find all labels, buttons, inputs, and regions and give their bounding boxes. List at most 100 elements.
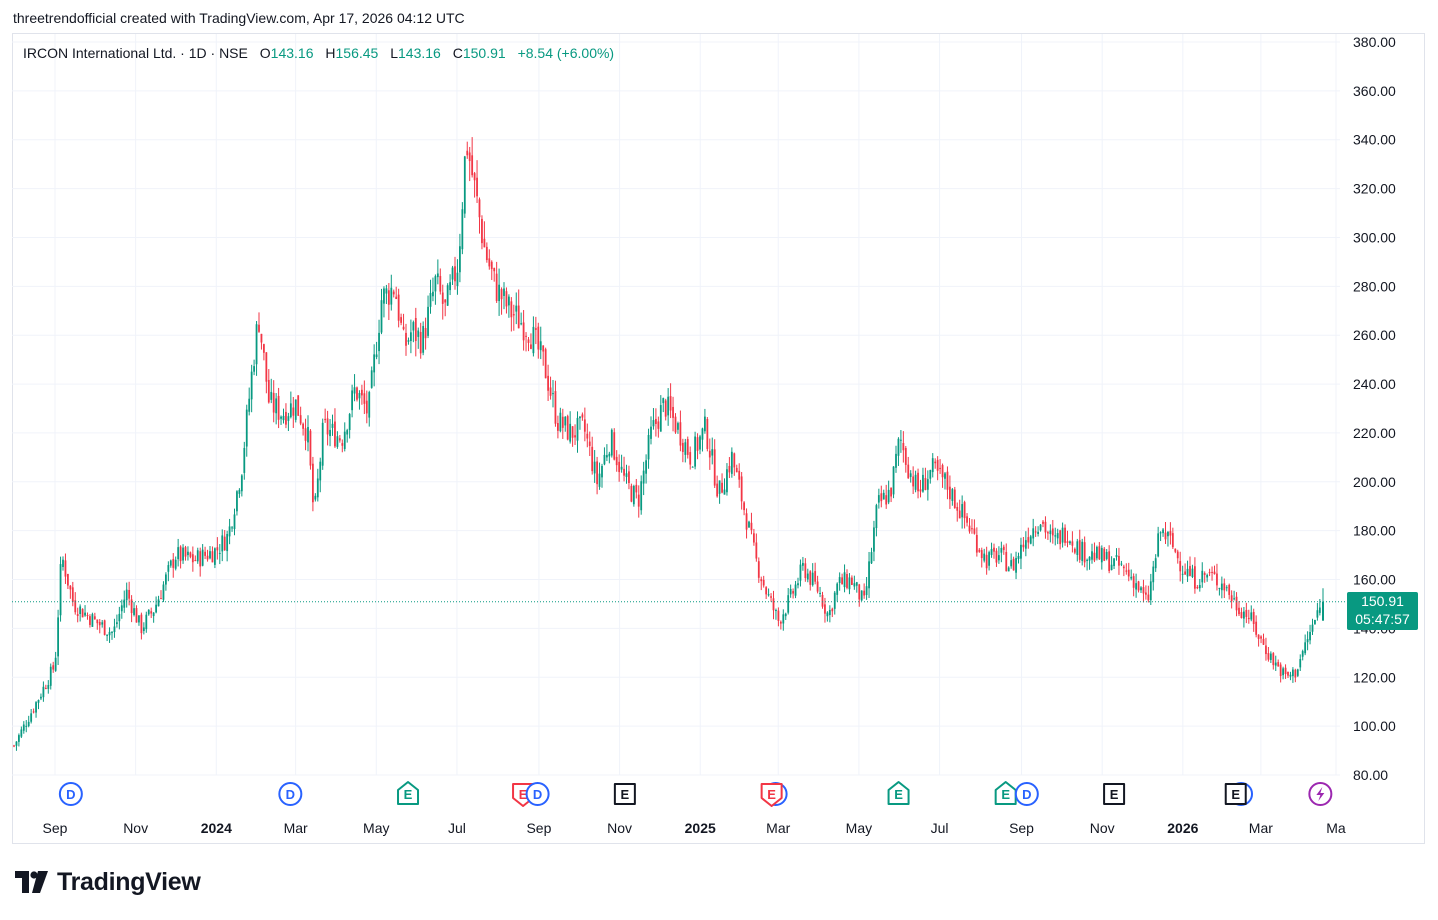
candle-body xyxy=(914,474,917,490)
candle-body xyxy=(226,534,229,552)
candle-body xyxy=(135,608,138,623)
x-tick-label: Nov xyxy=(123,820,148,836)
candle-body xyxy=(365,400,368,414)
candle-body xyxy=(1245,609,1248,617)
candle-body xyxy=(728,465,731,473)
candle-body xyxy=(1304,642,1307,654)
candle-body xyxy=(610,429,613,456)
candle-body xyxy=(258,324,260,332)
credit-date: Apr 17, 2026 04:12 UTC xyxy=(312,10,465,26)
candle-body xyxy=(1216,573,1218,586)
candle-body xyxy=(723,489,726,495)
candle-body xyxy=(998,555,1000,561)
candle-body xyxy=(1176,551,1179,559)
candle-body xyxy=(1262,638,1265,645)
candle-body xyxy=(1064,527,1066,543)
candle-body xyxy=(1279,664,1282,677)
candle-body xyxy=(1299,659,1302,668)
candle-body xyxy=(784,613,787,617)
candle-body xyxy=(1125,570,1128,572)
candle-body xyxy=(1115,555,1118,558)
candle-body xyxy=(571,426,574,438)
tradingview-logo[interactable]: TradingView xyxy=(15,866,201,898)
candle-body xyxy=(1250,612,1253,620)
candle-body xyxy=(1096,546,1098,559)
candle-body xyxy=(855,582,858,586)
y-tick-label: 120.00 xyxy=(1353,669,1396,685)
candle-body xyxy=(1105,551,1108,559)
candles xyxy=(13,137,1324,751)
candle-body xyxy=(1034,531,1037,533)
candle-body xyxy=(557,423,559,431)
legend-open-label: O xyxy=(259,45,271,61)
candle-body xyxy=(1218,587,1221,589)
candle-body xyxy=(978,549,981,552)
candle-body xyxy=(606,455,608,458)
y-tick-label: 340.00 xyxy=(1353,132,1396,148)
candle-body xyxy=(1252,611,1255,624)
candle-body xyxy=(1154,558,1157,569)
candle-body xyxy=(1277,662,1280,667)
candle-body xyxy=(527,339,530,343)
candle-body xyxy=(1100,548,1103,563)
candle-body xyxy=(608,453,611,457)
candle-body xyxy=(13,745,15,747)
candle-body xyxy=(718,480,721,494)
candle-body xyxy=(1059,530,1062,545)
x-tick-label: 2026 xyxy=(1167,820,1198,836)
candle-body xyxy=(1017,555,1020,559)
tradingview-logo-icon xyxy=(15,871,48,893)
candle-body xyxy=(410,332,412,341)
candle-body xyxy=(958,510,961,519)
candle-body xyxy=(397,294,400,321)
candle-body xyxy=(880,493,883,502)
candle-body xyxy=(1206,574,1209,578)
candle-body xyxy=(1196,586,1199,589)
candle-body xyxy=(187,551,189,556)
candle-body xyxy=(1306,639,1309,643)
candle-body xyxy=(1272,653,1275,666)
candle-body xyxy=(539,341,542,351)
legend-symbol[interactable]: IRCON International Ltd. · 1D · NSE xyxy=(23,45,248,61)
candle-body xyxy=(525,335,527,337)
candle-body xyxy=(632,486,635,505)
bar-countdown: 05:47:57 xyxy=(1355,611,1410,627)
candle-body xyxy=(1211,571,1213,573)
candle-body xyxy=(473,173,476,181)
candle-body xyxy=(1287,671,1289,676)
candle-body xyxy=(838,577,841,584)
candle-body xyxy=(1311,624,1314,632)
candle-body xyxy=(659,405,662,432)
candle-body xyxy=(1167,531,1169,537)
candle-body xyxy=(574,435,576,438)
candle-body xyxy=(424,327,427,339)
candle-body xyxy=(816,581,819,592)
candle-body xyxy=(1103,548,1106,561)
candle-body xyxy=(1039,524,1042,531)
candle-body xyxy=(1044,521,1047,533)
candle-body xyxy=(579,416,581,419)
candle-body xyxy=(897,438,900,456)
candle-body xyxy=(1243,611,1245,619)
candle-body xyxy=(598,473,601,487)
candle-body xyxy=(515,305,518,312)
candle-body xyxy=(1255,621,1258,635)
candle-body xyxy=(630,485,633,502)
candle-body xyxy=(375,354,378,358)
candle-body xyxy=(1318,607,1321,613)
candle-body xyxy=(860,590,863,601)
candle-body xyxy=(726,469,728,493)
candle-body xyxy=(667,396,670,416)
candle-body xyxy=(414,318,417,341)
candle-body xyxy=(760,579,763,582)
candle-body xyxy=(1162,529,1164,534)
candle-body xyxy=(1284,667,1287,675)
candle-body xyxy=(552,393,554,395)
candle-body xyxy=(836,583,839,595)
candle-body xyxy=(1032,528,1035,539)
candle-body xyxy=(811,572,814,586)
earnings-marker xyxy=(613,783,636,805)
last-price-value: 150.91 xyxy=(1361,593,1404,609)
candle-body xyxy=(483,238,486,248)
